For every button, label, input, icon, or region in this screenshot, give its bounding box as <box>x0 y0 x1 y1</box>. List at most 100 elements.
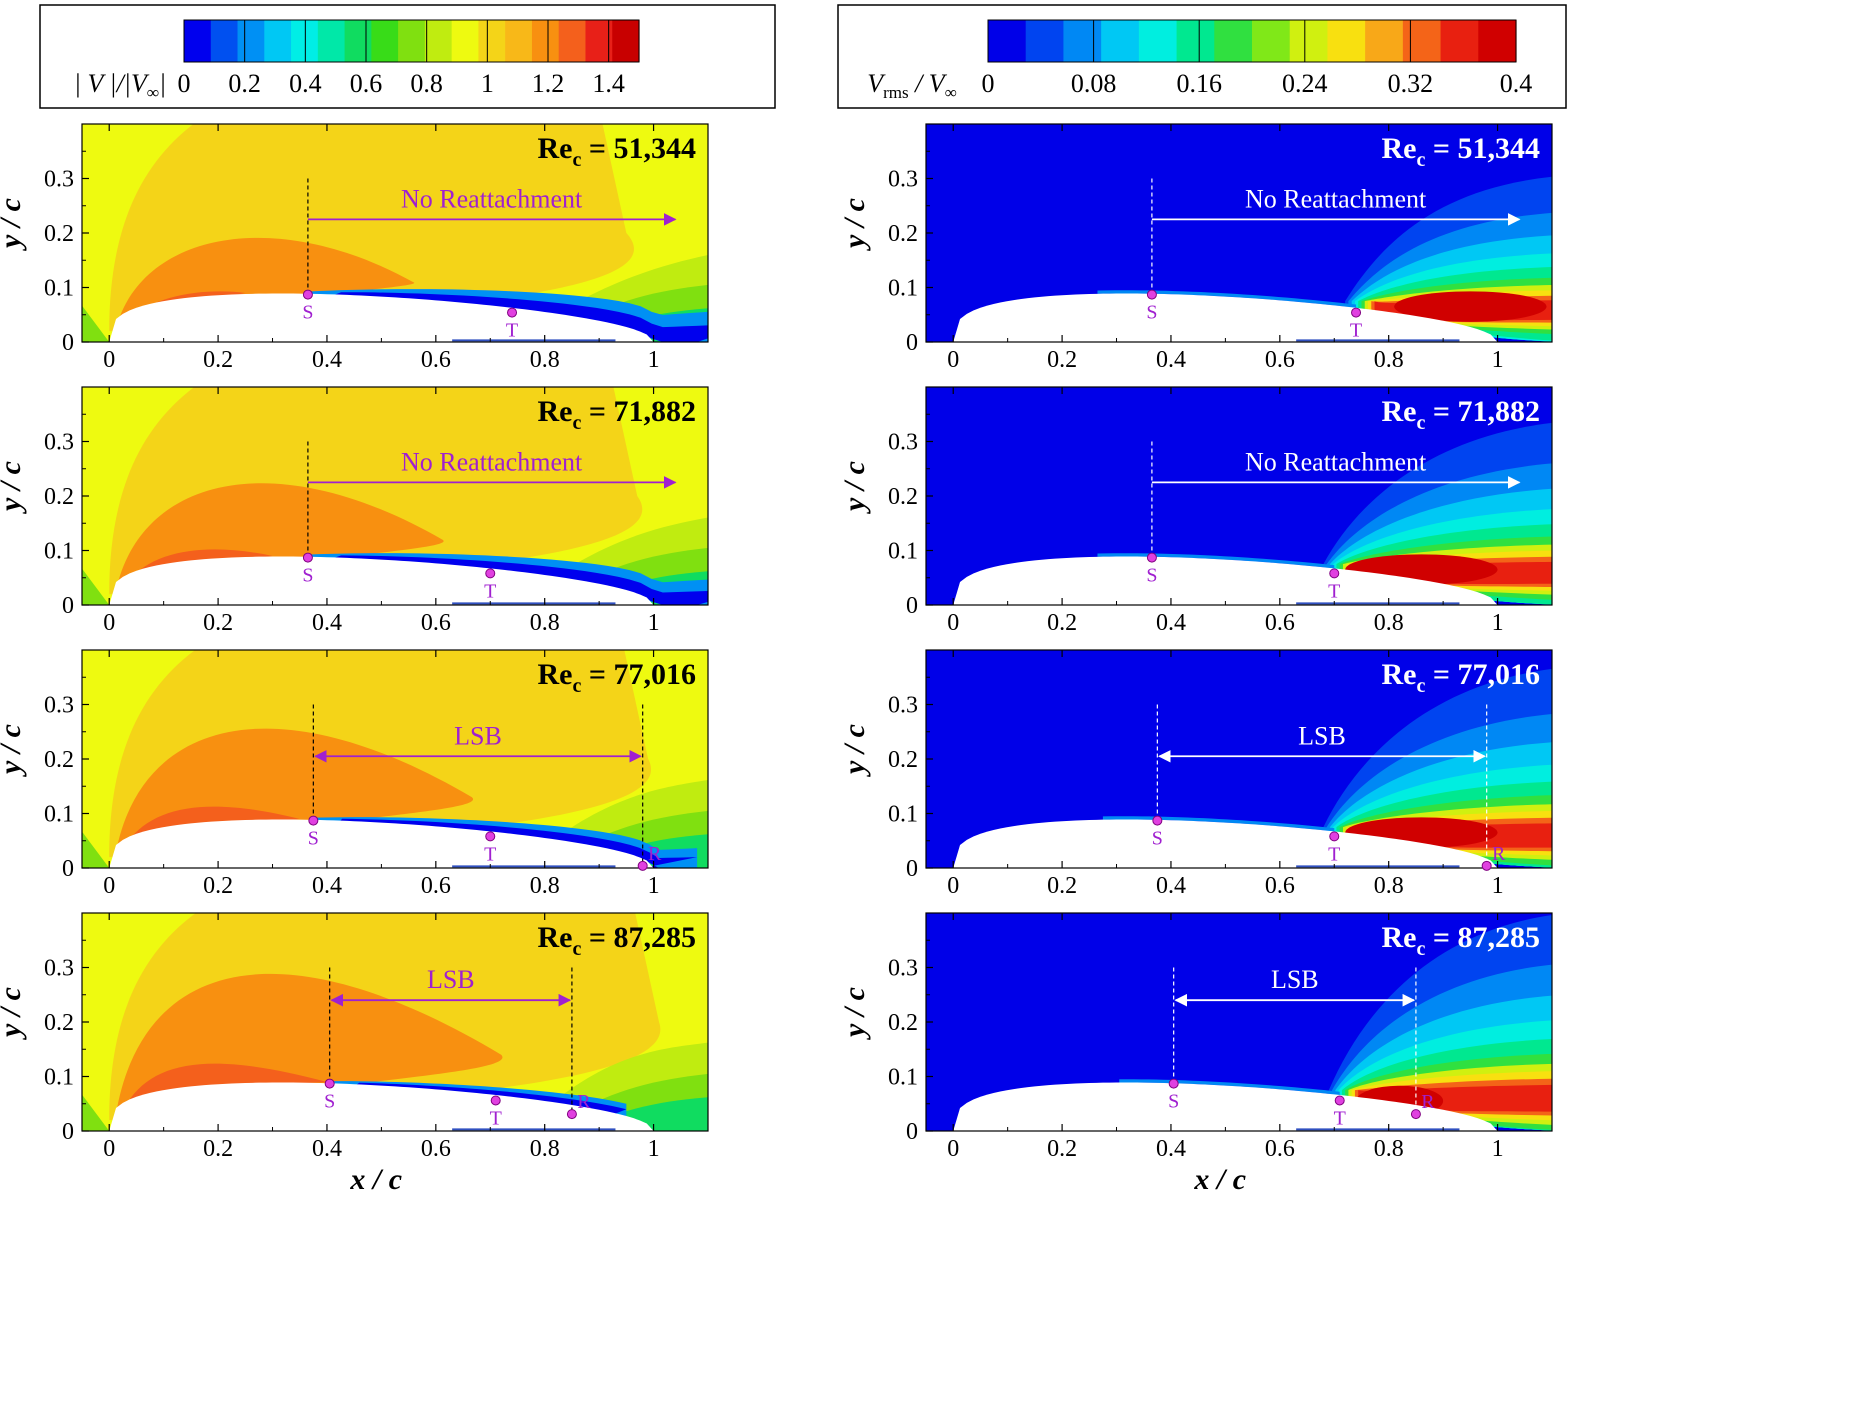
annotation-label: LSB <box>1271 965 1319 994</box>
marker-R <box>637 860 648 871</box>
marker-label-T: T <box>506 320 518 342</box>
y-tick-label: 0.3 <box>44 956 74 982</box>
colorbar-label-main: V <box>867 69 886 98</box>
y-tick-label: 0.3 <box>44 693 74 719</box>
colorbar-label-sub: ∞ <box>147 83 159 102</box>
x-tick-label: 0.2 <box>1047 1136 1077 1162</box>
colorbar-tick-label: 0.16 <box>1176 69 1222 98</box>
colorbar-swatch <box>317 20 346 62</box>
re-label-main: Re <box>538 921 573 954</box>
y-tick-label: 0.2 <box>44 221 74 247</box>
marker-label-R: R <box>648 843 662 865</box>
colorbar-label: Vrms / V∞ <box>867 69 957 102</box>
re-label-main: Re <box>1382 395 1417 428</box>
re-label-main: Re <box>1382 921 1417 954</box>
rms-panel-2: 0 0.2 0.4 0.6 0.8 1 0 0.1 0.2 0.3 y / c Rec = 71,88… <box>838 386 1553 636</box>
panel-contours <box>82 650 708 868</box>
y-axis-label: y / c <box>0 987 27 1040</box>
marker-T <box>490 1095 501 1106</box>
x-tick-label: 0.8 <box>530 873 560 899</box>
colorbar-swatch <box>1044 20 1065 62</box>
marker-R <box>1410 1109 1421 1120</box>
colorbar-label: | V |/|V∞| <box>74 69 166 102</box>
marker-T <box>507 307 518 318</box>
x-tick-label: 0.8 <box>530 1136 560 1162</box>
y-tick-label: 0.2 <box>888 484 918 510</box>
velocity-contour-1p3 <box>117 1063 327 1123</box>
colorbar-swatch <box>1497 20 1517 62</box>
colorbar-swatch <box>291 20 319 62</box>
y-tick-label: 0 <box>62 330 74 356</box>
x-tick-label: 0.4 <box>312 1136 342 1162</box>
re-label-value: = 71,882 <box>581 395 696 428</box>
colorbar-label-close: | <box>159 69 166 98</box>
re-label: Rec = 87,285 <box>538 921 696 960</box>
colorbar-swatch <box>1459 20 1479 62</box>
marker-R <box>566 1109 577 1120</box>
colorbar-tick-label: 0.32 <box>1388 69 1434 98</box>
marker-S <box>1146 289 1157 300</box>
re-label-main: Re <box>1382 658 1417 691</box>
x-tick-label: 0 <box>103 610 115 636</box>
x-tick-label: 1 <box>648 873 660 899</box>
colorbar-swatch <box>1025 20 1046 62</box>
airfoil-body <box>109 293 654 342</box>
y-tick-label: 0 <box>906 856 918 882</box>
panel-contours <box>82 124 708 342</box>
colorbar-tick-label: 0.8 <box>410 69 443 98</box>
x-tick-label: 0.4 <box>1156 347 1186 373</box>
colorbar-swatch <box>184 20 212 62</box>
colorbar-swatch <box>612 20 640 62</box>
x-tick-label: 0.6 <box>1265 873 1295 899</box>
colorbar-swatch <box>1157 20 1178 62</box>
y-tick-label: 0.1 <box>888 1065 918 1091</box>
colorbar-swatch <box>505 20 533 62</box>
re-label-value: = 77,016 <box>581 658 696 691</box>
x-tick-label: 0.8 <box>1374 610 1404 636</box>
y-tick-label: 0.1 <box>888 276 918 302</box>
velocity-panel-3: 0 0.2 0.4 0.6 0.8 1 0 0.1 0.2 0.3 y / c Rec = 77,01… <box>0 649 709 899</box>
colorbar-swatch <box>988 20 1008 62</box>
velocity-panel-4: 0 0.2 0.4 0.6 0.8 1 0 0.1 0.2 0.3 y / c Rec = 87,28… <box>0 912 709 1162</box>
re-label-sub: c <box>1417 149 1426 171</box>
x-axis-label: x / c <box>349 1163 402 1196</box>
airfoil-body <box>109 556 654 605</box>
y-tick-label: 0.2 <box>888 1010 918 1036</box>
x-tick-label: 1 <box>1492 873 1504 899</box>
y-tick-label: 0.2 <box>44 484 74 510</box>
marker-S <box>324 1078 335 1089</box>
colorbar-swatch <box>237 20 265 62</box>
rms-shear-layer <box>1097 553 1335 569</box>
marker-label-S: S <box>324 1091 335 1113</box>
marker-S <box>308 815 319 826</box>
x-tick-label: 0.2 <box>203 1136 233 1162</box>
x-tick-label: 0.6 <box>1265 610 1295 636</box>
annotation-label: LSB <box>427 965 475 994</box>
colorbar-swatch <box>1176 20 1197 62</box>
marker-R <box>1481 860 1492 871</box>
x-tick-label: 0.4 <box>312 873 342 899</box>
marker-label-S: S <box>302 565 313 587</box>
colorbar-label-main: | V |/|V <box>74 69 150 98</box>
stagnation-contour <box>82 831 110 868</box>
colorbar-swatch <box>1138 20 1159 62</box>
colorbar-swatch <box>531 20 560 62</box>
colorbar-swatch <box>1120 20 1140 62</box>
y-tick-label: 0.3 <box>888 956 918 982</box>
re-label-sub: c <box>573 412 582 434</box>
re-label-value: = 51,344 <box>1425 132 1540 165</box>
x-tick-label: 1 <box>1492 610 1504 636</box>
marker-label-T: T <box>1350 320 1362 342</box>
re-label-sub: c <box>1417 938 1426 960</box>
y-axis-label: y / c <box>838 724 871 777</box>
stagnation-contour <box>82 305 110 342</box>
annotation-label: No Reattachment <box>1245 447 1427 476</box>
colorbar-swatch <box>1101 20 1121 62</box>
colorbar-swatch <box>1289 20 1310 62</box>
marker-label-T: T <box>490 1107 502 1129</box>
x-tick-label: 1 <box>648 610 660 636</box>
annotation-label: No Reattachment <box>401 447 583 476</box>
x-tick-label: 0.8 <box>1374 347 1404 373</box>
colorbar-swatch <box>1233 20 1253 62</box>
